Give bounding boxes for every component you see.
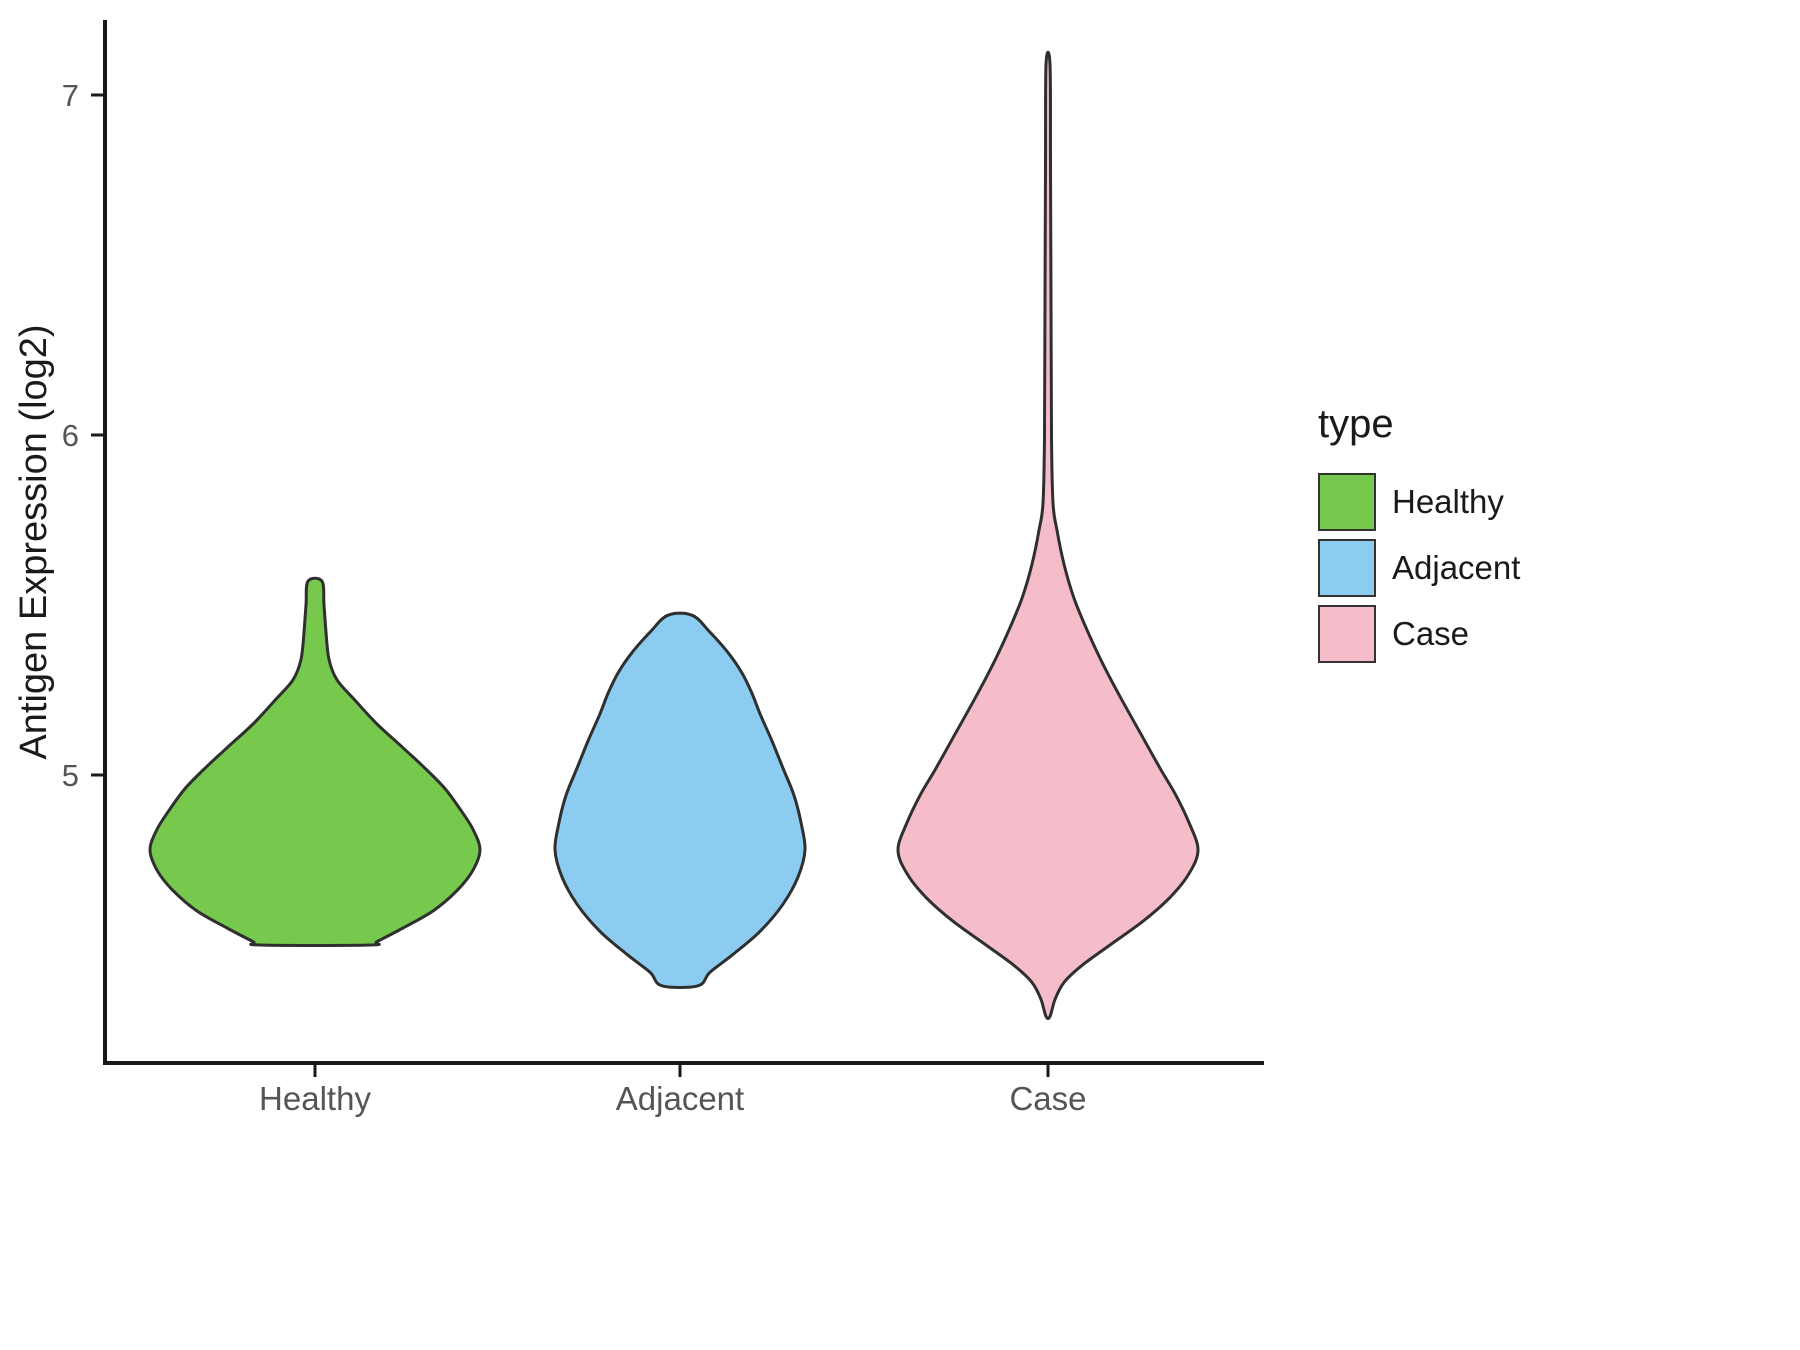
- violin-healthy: [148, 576, 482, 947]
- legend-item-adjacent: Adjacent: [1318, 539, 1520, 597]
- violin-case: [896, 50, 1200, 1020]
- violin-adjacent: [553, 611, 807, 990]
- legend: type Healthy Adjacent Case: [1318, 402, 1520, 671]
- y-tick-label: 6: [62, 418, 79, 453]
- violin-shapes-group: [148, 50, 1200, 1020]
- legend-item-case: Case: [1318, 605, 1520, 663]
- y-tick-label: 7: [62, 78, 79, 113]
- x-tick-label-case: Case: [1009, 1080, 1086, 1117]
- legend-label: Case: [1392, 615, 1470, 652]
- x-axis-ticks-group: Healthy Adjacent Case: [259, 1063, 1087, 1117]
- legend-item-healthy: Healthy: [1318, 473, 1520, 531]
- y-tick-label: 5: [62, 758, 79, 793]
- legend-swatch-case: [1318, 605, 1376, 663]
- x-tick-label-healthy: Healthy: [259, 1080, 371, 1117]
- legend-title: type: [1318, 402, 1394, 446]
- legend-label: Healthy: [1392, 483, 1504, 520]
- x-tick-label-adjacent: Adjacent: [616, 1080, 744, 1117]
- legend-label: Adjacent: [1392, 549, 1521, 586]
- legend-items: Healthy Adjacent Case: [1318, 473, 1520, 663]
- legend-swatch-adjacent: [1318, 539, 1376, 597]
- y-axis-title: Antigen Expression (log2): [13, 324, 55, 759]
- legend-swatch-healthy: [1318, 473, 1376, 531]
- y-axis-ticks-group: 5 6 7: [62, 78, 105, 793]
